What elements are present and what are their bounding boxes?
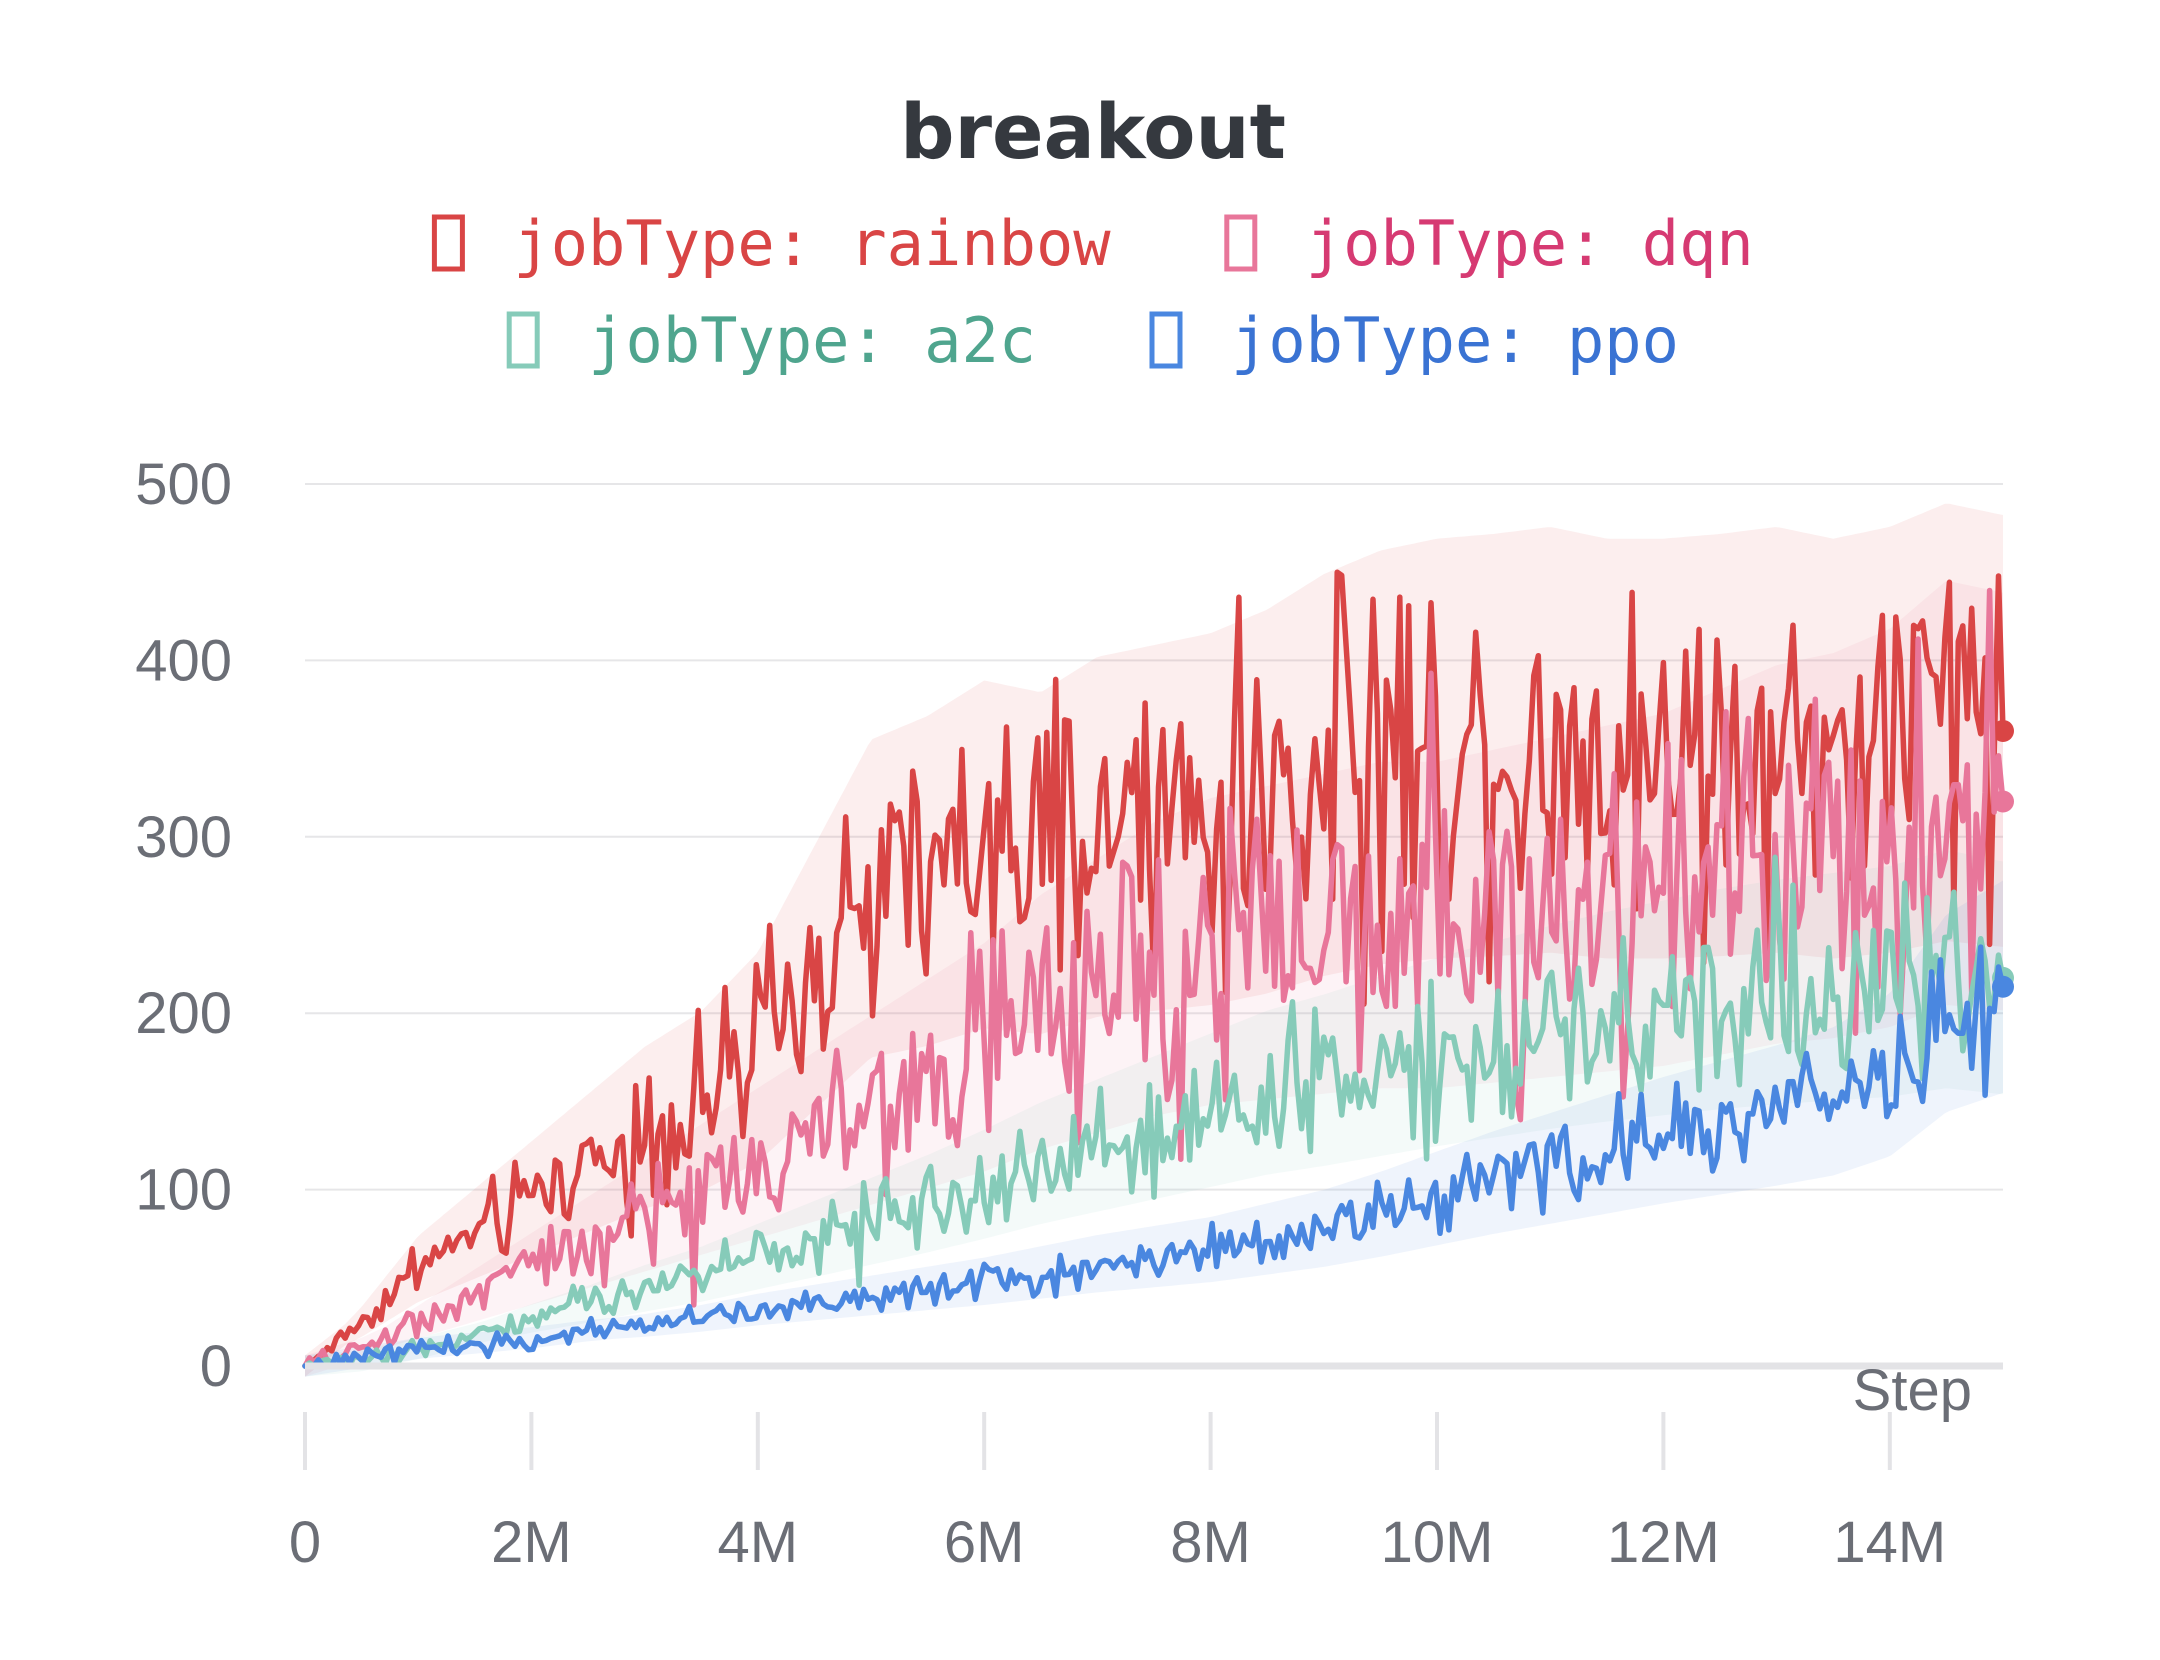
series-line-jobtype-dqn <box>302 587 2006 1369</box>
axes: 0 2M 4M 6M 8M 10M 12M 14M <box>289 1362 2003 1575</box>
chart-title: breakout <box>900 87 1286 176</box>
legend-swatch-icon <box>431 214 465 272</box>
legend-swatch-icon <box>1224 214 1258 272</box>
legend-label-jobtype-rainbow: jobType: rainbow <box>513 207 1111 280</box>
gridlines: 0 100 200 300 400 500 <box>135 452 2003 1399</box>
x-tick-label-0: 0 <box>289 1510 321 1575</box>
legend-label-jobtype-a2c: jobType: a2c <box>588 304 1036 377</box>
series-end-point-jobtype-ppo <box>1992 975 2014 998</box>
legend: jobType: rainbow jobType: dqn jobType: a2c… <box>431 207 1754 377</box>
y-tick-label-100: 100 <box>135 1158 232 1223</box>
legend-label-jobtype-dqn: jobType: dqn <box>1306 207 1754 280</box>
x-axis-label: Step <box>1853 1358 1972 1423</box>
band-jobtype-ppo <box>305 880 2003 1377</box>
legend-item-jobtype-dqn[interactable]: jobType: dqn <box>1224 207 1754 280</box>
legend-swatch-icon <box>1149 311 1183 369</box>
x-tick-label-14M: 14M <box>1833 1510 1946 1575</box>
x-tick-label-8M: 8M <box>1170 1510 1251 1575</box>
x-tick-label-12M: 12M <box>1607 1510 1720 1575</box>
y-tick-label-400: 400 <box>135 628 232 693</box>
legend-swatch-icon <box>506 311 540 369</box>
y-tick-label-200: 200 <box>135 981 232 1046</box>
legend-item-jobtype-ppo[interactable]: jobType: ppo <box>1149 304 1679 377</box>
series-end-point-jobtype-dqn <box>1992 790 2014 813</box>
x-tick-label-4M: 4M <box>718 1510 799 1575</box>
series-line-jobtype-a2c <box>302 854 2006 1369</box>
y-tick-label-0: 0 <box>200 1334 232 1399</box>
series-line-jobtype-ppo <box>302 944 2006 1369</box>
series-end-point-jobtype-rainbow <box>1992 719 2014 742</box>
y-tick-label-300: 300 <box>135 805 232 870</box>
legend-label-jobtype-ppo: jobType: ppo <box>1231 304 1679 377</box>
x-tick-label-6M: 6M <box>944 1510 1025 1575</box>
y-tick-label-500: 500 <box>135 452 232 517</box>
x-tick-label-2M: 2M <box>491 1510 572 1575</box>
legend-item-jobtype-rainbow[interactable]: jobType: rainbow <box>431 207 1111 280</box>
series-lines <box>302 569 2014 1369</box>
x-tick-label-10M: 10M <box>1381 1510 1494 1575</box>
legend-item-jobtype-a2c[interactable]: jobType: a2c <box>506 304 1036 377</box>
